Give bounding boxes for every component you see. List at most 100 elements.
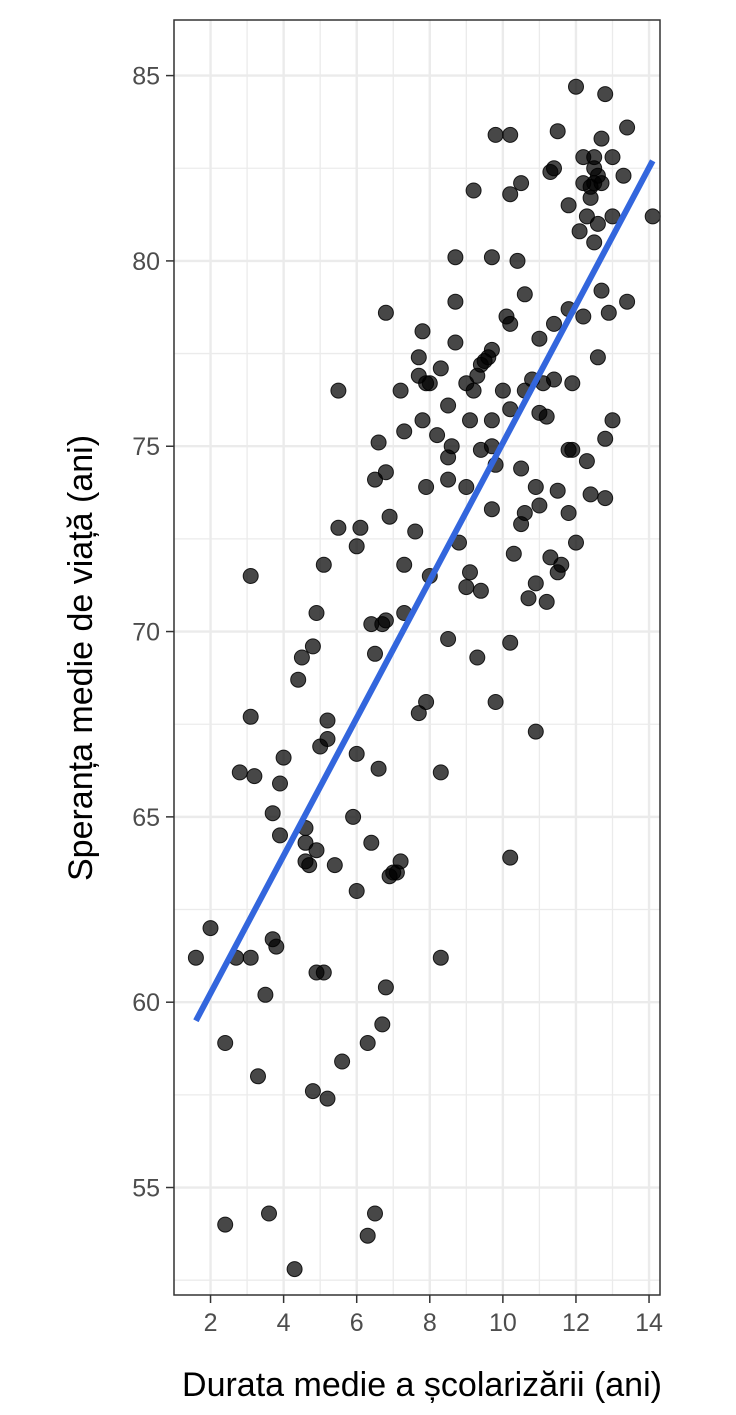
- data-point: [502, 315, 519, 332]
- data-point: [502, 186, 519, 203]
- data-point: [465, 382, 482, 399]
- data-point: [531, 330, 548, 347]
- data-point: [516, 286, 533, 303]
- data-point: [261, 1205, 277, 1222]
- data-point: [257, 986, 274, 1003]
- data-point: [589, 349, 606, 366]
- data-point: [352, 519, 369, 536]
- data-point: [363, 834, 380, 851]
- data-point: [472, 582, 489, 599]
- data-point: [469, 649, 486, 666]
- data-point: [513, 460, 530, 477]
- data-point: [330, 382, 347, 399]
- y-axis: 55 60 65 70 75 80 85: [132, 63, 174, 1203]
- data-point: [597, 490, 614, 507]
- data-point: [432, 764, 449, 781]
- data-point: [414, 412, 431, 429]
- data-point: [582, 178, 599, 195]
- data-point: [447, 249, 464, 266]
- data-point: [367, 645, 383, 662]
- data-point: [487, 694, 504, 710]
- data-point: [410, 349, 427, 366]
- y-tick-label: 70: [132, 619, 160, 647]
- data-point: [432, 360, 449, 377]
- data-point: [202, 920, 219, 937]
- data-point: [483, 341, 500, 358]
- x-tick-label: 14: [635, 1309, 663, 1337]
- data-point: [272, 775, 288, 792]
- data-point: [509, 252, 526, 269]
- data-point: [410, 705, 427, 722]
- data-point: [370, 434, 387, 451]
- data-point: [440, 631, 457, 647]
- data-point: [465, 182, 482, 199]
- data-point: [542, 549, 559, 566]
- data-point: [345, 808, 362, 825]
- data-point: [447, 334, 464, 351]
- minor-gridlines: [173, 20, 660, 1295]
- data-point: [429, 427, 446, 444]
- data-point: [217, 1035, 234, 1051]
- data-point: [586, 234, 603, 251]
- y-tick-label: 80: [132, 248, 160, 276]
- data-point: [414, 323, 431, 340]
- data-point: [246, 768, 263, 785]
- data-point: [242, 949, 259, 966]
- data-point: [418, 479, 435, 495]
- data-point: [447, 293, 464, 310]
- data-point: [549, 482, 566, 499]
- data-point: [326, 857, 343, 874]
- data-point: [600, 304, 617, 321]
- data-point: [272, 827, 288, 844]
- data-point: [432, 949, 449, 966]
- data-point: [268, 938, 285, 955]
- data-point: [604, 149, 621, 166]
- data-point: [619, 119, 636, 136]
- data-point: [308, 605, 325, 621]
- y-tick-label: 75: [132, 433, 160, 461]
- data-point: [293, 649, 310, 666]
- data-point: [575, 308, 592, 325]
- data-point: [348, 883, 365, 899]
- data-point: [597, 86, 614, 103]
- y-tick-label: 85: [132, 63, 160, 91]
- data-point: [546, 160, 562, 177]
- data-point: [304, 1083, 321, 1100]
- data-point: [421, 375, 438, 392]
- data-point: [560, 505, 577, 521]
- data-point: [502, 126, 519, 143]
- data-point: [443, 438, 460, 455]
- data-point: [604, 412, 621, 429]
- data-point: [593, 282, 610, 299]
- data-point: [319, 731, 336, 747]
- y-tick-label: 55: [132, 1175, 160, 1203]
- data-point: [187, 949, 204, 966]
- x-tick-label: 4: [277, 1309, 291, 1337]
- data-point: [513, 175, 530, 192]
- data-point: [286, 1261, 303, 1278]
- data-point: [315, 964, 332, 981]
- trend-line: [193, 159, 656, 1023]
- data-point: [440, 471, 457, 488]
- data-point: [549, 123, 566, 140]
- data-point: [589, 215, 606, 232]
- data-point: [483, 501, 500, 518]
- data-point: [644, 208, 661, 225]
- data-point: [264, 805, 281, 822]
- data-point: [396, 556, 413, 573]
- data-point: [502, 634, 519, 651]
- data-point: [392, 853, 409, 870]
- data-point: [553, 556, 570, 573]
- data-point: [527, 575, 544, 592]
- data-point: [250, 1068, 266, 1085]
- data-point: [377, 612, 394, 629]
- data-point: [578, 453, 595, 470]
- data-point: [615, 167, 632, 184]
- data-point: [531, 497, 548, 514]
- data-point: [538, 593, 555, 610]
- data-point: [231, 764, 248, 781]
- data-point: [315, 556, 332, 573]
- data-point: [458, 479, 475, 495]
- data-point: [564, 375, 581, 392]
